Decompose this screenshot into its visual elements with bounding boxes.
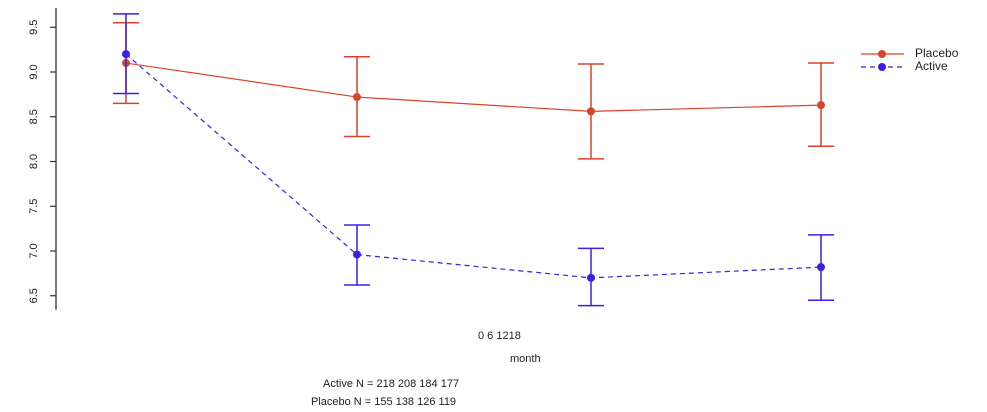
legend-marker <box>878 50 886 58</box>
data-point <box>817 263 825 272</box>
legend-label: Placebo <box>915 46 959 60</box>
y-tick-label: 9.0 <box>28 64 40 79</box>
series-layer <box>113 13 834 307</box>
data-point <box>587 273 595 282</box>
series-placebo <box>113 22 834 160</box>
data-point <box>353 250 361 259</box>
x-tick-labels: 0 6 1218 <box>478 330 521 342</box>
placebo-n-text: Placebo N = 155 138 126 119 <box>311 396 457 408</box>
y-axis: 6.5 7.0 7.5 8.0 8.5 9.0 9.5 <box>28 7 57 310</box>
legend-label: Active <box>915 59 948 73</box>
y-tick-label: 7.5 <box>28 199 40 214</box>
data-point <box>122 50 130 59</box>
y-tick-label: 8.0 <box>28 154 40 169</box>
y-tick-label: 7.0 <box>28 243 40 258</box>
active-n-text: Active N = 218 208 184 177 <box>323 378 460 390</box>
data-point <box>817 101 825 110</box>
data-point <box>353 93 361 102</box>
data-point <box>587 107 595 116</box>
series-active <box>113 13 834 307</box>
y-tick-label: 6.5 <box>28 288 40 303</box>
x-axis-label: month <box>510 353 541 365</box>
legend-marker <box>878 63 886 71</box>
y-tick-label: 9.5 <box>28 20 40 35</box>
series-line <box>125 53 822 279</box>
y-tick-label: 8.5 <box>28 109 40 124</box>
series-line <box>125 62 822 112</box>
